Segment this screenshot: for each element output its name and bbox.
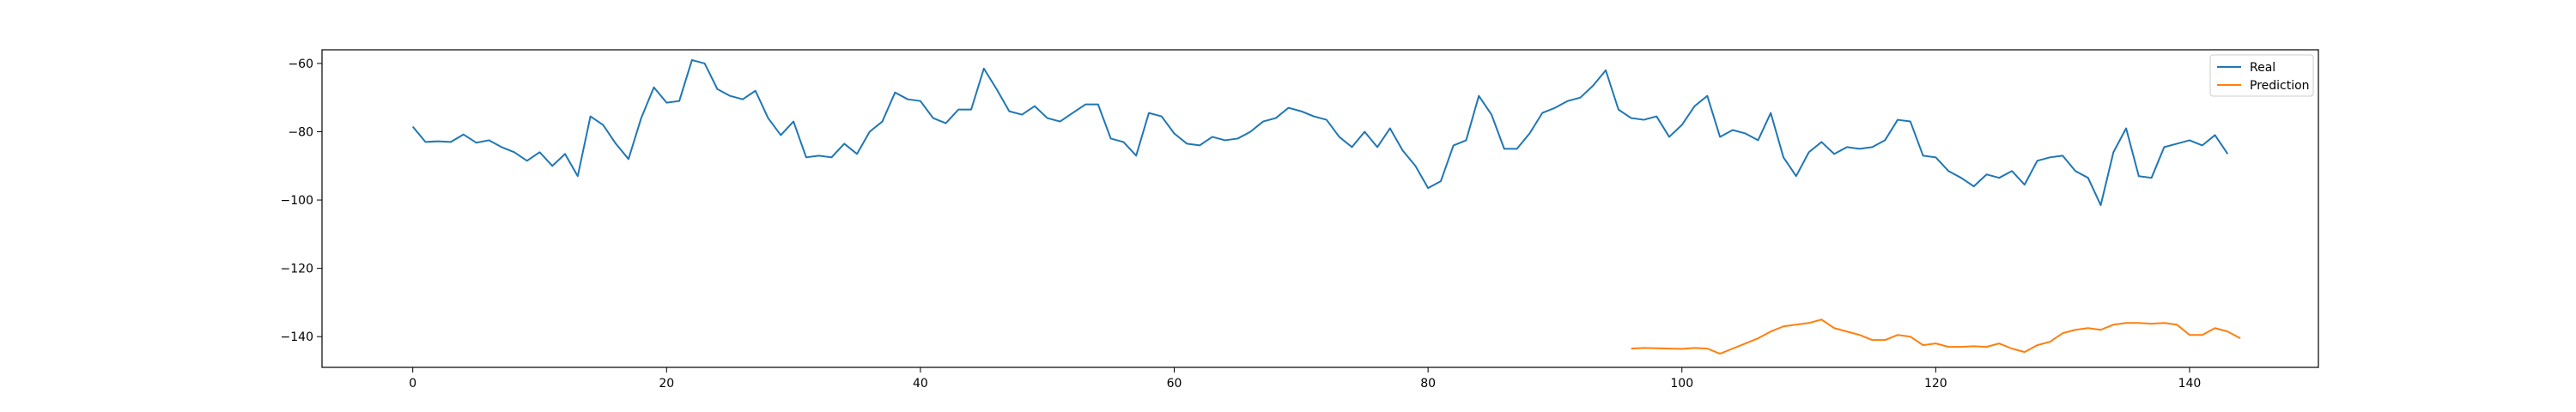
x-tick-label: 120 [1924, 377, 1947, 391]
series-lines [411, 58, 2241, 355]
x-tick-label: 140 [2178, 377, 2202, 391]
x-tick-label: 80 [1420, 377, 1436, 391]
y-tick-label: −120 [281, 263, 313, 276]
y-tick-label: −60 [288, 58, 313, 71]
x-tick-label: 40 [913, 377, 928, 391]
series-line-real [411, 58, 2229, 207]
plot-frame [321, 49, 2319, 368]
y-tick-label: −80 [288, 125, 313, 139]
x-tick-label: 100 [1670, 377, 1693, 391]
x-tick-label: 20 [659, 377, 674, 391]
legend-label: Real [2250, 61, 2275, 75]
y-tick-label: −140 [281, 330, 313, 344]
legend-items: Real Prediction [2217, 61, 2310, 93]
series-line-prediction [1631, 318, 2241, 355]
axis-ticks: 0 20 40 60 80 100 120 140 −60 −80 −100 −120 −140 [281, 58, 2202, 391]
y-tick-label: −100 [281, 194, 313, 208]
x-tick-label: 60 [1167, 377, 1182, 391]
legend: Real Prediction [2209, 54, 2314, 97]
x-tick-label: 0 [409, 377, 416, 391]
legend-label: Prediction [2250, 79, 2310, 93]
